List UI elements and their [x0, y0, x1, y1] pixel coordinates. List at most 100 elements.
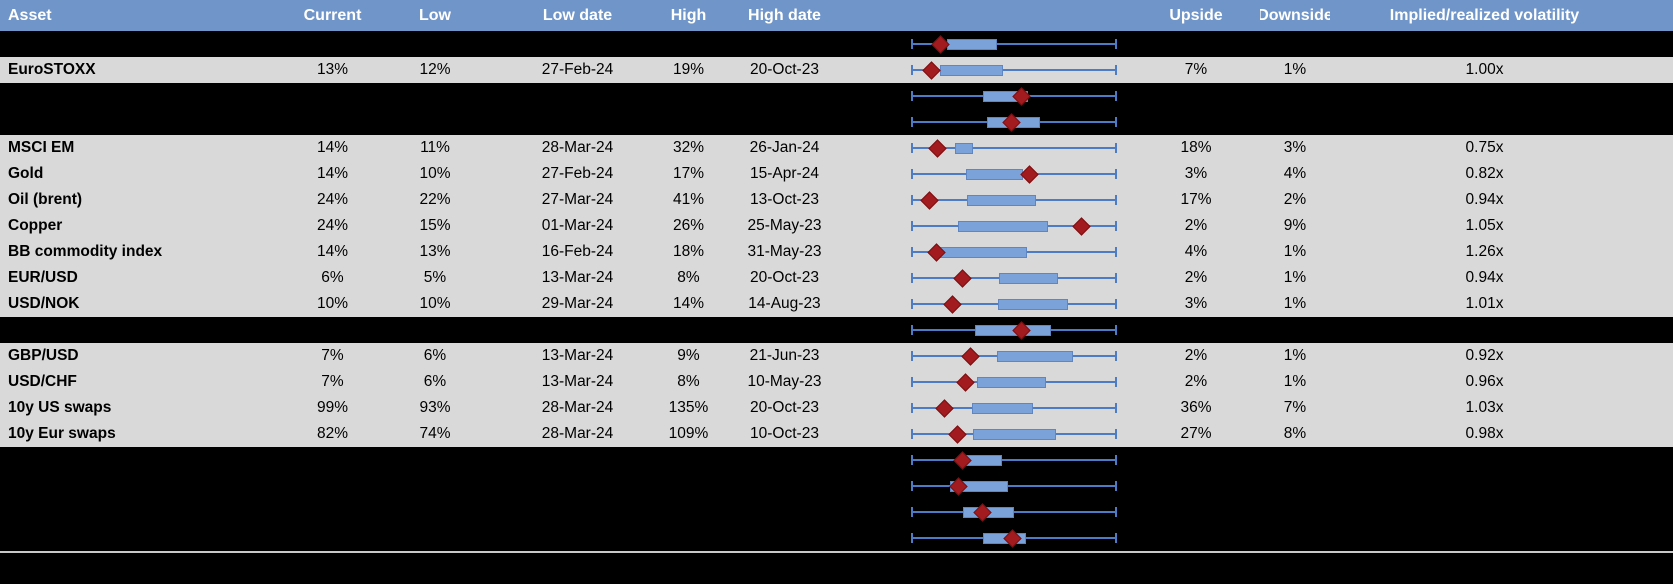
- cell-downside[interactable]: [1260, 31, 1330, 57]
- cell-current[interactable]: 14%: [316, 139, 349, 156]
- cell-upside[interactable]: 2%: [1184, 217, 1208, 234]
- cell-low-date[interactable]: [495, 473, 660, 499]
- cell-high-date[interactable]: 31-May-23: [747, 243, 822, 260]
- cell-upside[interactable]: 4%: [1184, 243, 1208, 260]
- cell-upside[interactable]: 27%: [1180, 425, 1212, 442]
- cell-implied-realized-volatility[interactable]: 1.26x: [1465, 243, 1504, 260]
- cell-high-date[interactable]: 25-May-23: [747, 217, 822, 234]
- cell-low[interactable]: [375, 317, 495, 343]
- col-header-high[interactable]: High: [670, 6, 707, 24]
- col-header-implied-realized-volatility[interactable]: Implied/realized volatility: [1389, 6, 1580, 24]
- cell-high-date[interactable]: 20-Oct-23: [750, 61, 819, 78]
- cell-high[interactable]: [660, 499, 717, 525]
- cell-low-date[interactable]: 13-Mar-24: [541, 347, 614, 364]
- cell-downside[interactable]: [1260, 473, 1330, 499]
- cell-implied-realized-volatility[interactable]: [1330, 31, 1673, 57]
- cell-low-date[interactable]: 27-Feb-24: [541, 61, 614, 78]
- cell-low-date[interactable]: [495, 83, 660, 109]
- cell-current[interactable]: [290, 499, 375, 525]
- cell-current[interactable]: 24%: [316, 217, 349, 234]
- cell-low[interactable]: [375, 109, 495, 135]
- cell-implied-realized-volatility[interactable]: 1.00x: [1465, 61, 1504, 78]
- cell-implied-realized-volatility[interactable]: 1.05x: [1465, 217, 1504, 234]
- cell-low[interactable]: [375, 31, 495, 57]
- cell-high-date[interactable]: 26-Jan-24: [749, 139, 820, 156]
- cell-implied-realized-volatility[interactable]: 0.98x: [1465, 425, 1504, 442]
- cell-high[interactable]: [660, 31, 717, 57]
- cell-low-date[interactable]: [495, 31, 660, 57]
- col-header-current[interactable]: Current: [303, 6, 362, 24]
- cell-current[interactable]: 99%: [316, 399, 349, 416]
- cell-high[interactable]: 32%: [672, 139, 705, 156]
- cell-low[interactable]: [375, 525, 495, 551]
- cell-current[interactable]: [290, 525, 375, 551]
- cell-high-date[interactable]: [717, 31, 852, 57]
- cell-current[interactable]: 14%: [316, 165, 349, 182]
- cell-upside[interactable]: 7%: [1184, 61, 1208, 78]
- cell-high-date[interactable]: 21-Jun-23: [749, 347, 820, 364]
- cell-asset[interactable]: [0, 31, 290, 57]
- cell-asset[interactable]: USD/NOK: [8, 295, 80, 312]
- cell-asset[interactable]: [0, 447, 290, 473]
- cell-current[interactable]: [290, 31, 375, 57]
- cell-implied-realized-volatility[interactable]: [1330, 525, 1673, 551]
- cell-high[interactable]: 8%: [677, 269, 700, 286]
- cell-low-date[interactable]: 28-Mar-24: [541, 399, 614, 416]
- cell-current[interactable]: 7%: [321, 347, 344, 364]
- cell-current[interactable]: 24%: [316, 191, 349, 208]
- cell-low-date[interactable]: 16-Feb-24: [541, 243, 614, 260]
- cell-current[interactable]: 14%: [316, 243, 349, 260]
- cell-low[interactable]: 13%: [419, 243, 451, 260]
- cell-high-date[interactable]: [717, 317, 852, 343]
- col-header-high-date[interactable]: High date: [748, 6, 821, 24]
- cell-downside[interactable]: 8%: [1283, 425, 1307, 442]
- cell-asset[interactable]: 10y US swaps: [8, 399, 112, 416]
- cell-low[interactable]: 11%: [420, 139, 450, 156]
- cell-upside[interactable]: 2%: [1184, 373, 1208, 390]
- cell-upside[interactable]: [1132, 525, 1260, 551]
- col-header-asset[interactable]: Asset: [8, 6, 52, 24]
- cell-high[interactable]: [660, 109, 717, 135]
- cell-current[interactable]: 82%: [316, 425, 349, 442]
- col-header-low[interactable]: Low: [419, 6, 451, 24]
- cell-downside[interactable]: [1260, 109, 1330, 135]
- cell-downside[interactable]: 1%: [1283, 373, 1307, 390]
- cell-high[interactable]: 18%: [672, 243, 705, 260]
- cell-high[interactable]: 17%: [672, 165, 705, 182]
- cell-downside[interactable]: [1260, 447, 1330, 473]
- cell-low[interactable]: [375, 447, 495, 473]
- cell-high[interactable]: 14%: [672, 295, 705, 312]
- cell-upside[interactable]: 3%: [1184, 165, 1208, 182]
- cell-low-date[interactable]: [495, 499, 660, 525]
- cell-current[interactable]: 6%: [321, 269, 344, 286]
- cell-downside[interactable]: [1260, 499, 1330, 525]
- cell-high[interactable]: [660, 447, 717, 473]
- cell-low[interactable]: 6%: [423, 373, 447, 390]
- cell-current[interactable]: [290, 317, 375, 343]
- cell-high[interactable]: [660, 473, 717, 499]
- cell-asset[interactable]: GBP/USD: [8, 347, 79, 364]
- cell-implied-realized-volatility[interactable]: 1.01x: [1465, 295, 1504, 312]
- cell-asset[interactable]: [0, 525, 290, 551]
- cell-low-date[interactable]: 28-Mar-24: [541, 425, 614, 442]
- cell-downside[interactable]: 1%: [1283, 347, 1307, 364]
- cell-asset[interactable]: Copper: [8, 217, 63, 234]
- cell-downside[interactable]: 2%: [1283, 191, 1307, 208]
- col-header-low-date[interactable]: Low date: [542, 6, 613, 24]
- cell-high-date[interactable]: 20-Oct-23: [750, 269, 819, 286]
- cell-high-date[interactable]: 13-Oct-23: [750, 191, 819, 208]
- cell-downside[interactable]: 7%: [1283, 399, 1307, 416]
- cell-implied-realized-volatility[interactable]: 0.94x: [1465, 191, 1504, 208]
- cell-low-date[interactable]: [495, 317, 660, 343]
- col-header-downside[interactable]: Downside: [1260, 6, 1330, 24]
- cell-low-date[interactable]: [495, 447, 660, 473]
- cell-high[interactable]: 41%: [672, 191, 705, 208]
- cell-high-date[interactable]: 14-Aug-23: [748, 295, 821, 312]
- cell-upside[interactable]: [1132, 109, 1260, 135]
- cell-high-date[interactable]: 20-Oct-23: [750, 399, 819, 416]
- cell-implied-realized-volatility[interactable]: 0.92x: [1465, 347, 1504, 364]
- cell-downside[interactable]: [1260, 83, 1330, 109]
- cell-implied-realized-volatility[interactable]: [1330, 473, 1673, 499]
- cell-downside[interactable]: 1%: [1283, 243, 1307, 260]
- cell-current[interactable]: 13%: [316, 61, 349, 78]
